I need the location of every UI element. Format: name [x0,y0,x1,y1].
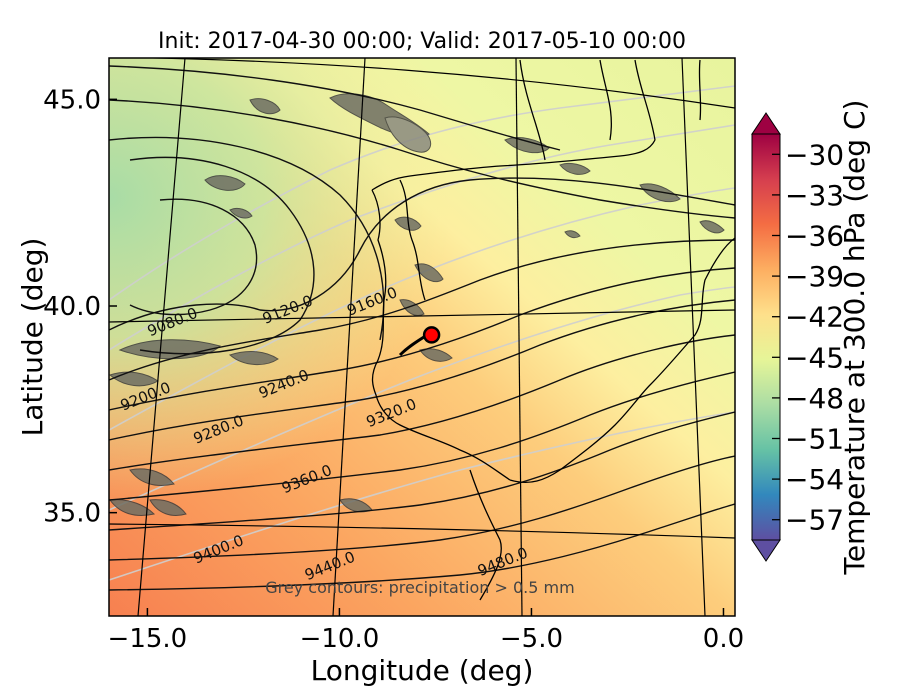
x-tick-label: −10.0 [300,624,380,654]
graticule [109,58,735,616]
precipitation-note: Grey contours: precipitation > 0.5 mm [265,578,574,597]
precipitation-contours [109,93,725,516]
colorbar-tick-label: −57 [785,504,844,537]
colorbar: −30 −33 −36 −39 −42 −45 −48 −51 −54 −57 [751,112,844,562]
colorbar-body [751,133,781,541]
colorbar-tick-label: −39 [785,260,844,293]
height-contours [109,65,735,591]
x-axis: −15.0 −10.0 −5.0 0.0 [108,608,744,654]
y-tick-label: 45.0 [43,85,101,115]
plot-frame [108,57,736,617]
colorbar-tick-label: −48 [785,382,844,415]
y-tick-label: 40.0 [43,292,101,322]
colorbar-label: Temperature at 300.0 hPa (deg C) [838,100,871,576]
x-tick-label: 0.0 [703,624,744,654]
colorbar-tick-label: −54 [785,463,844,496]
x-tick-label: −5.0 [500,624,563,654]
colorbar-tick-label: −42 [785,301,844,334]
colorbar-tick-label: −30 [785,138,844,171]
x-tick-label: −15.0 [108,624,188,654]
colorbar-bottom-extend [751,539,781,562]
colorbar-ticks: −30 −33 −36 −39 −42 −45 −48 −51 −54 −57 [772,138,844,537]
x-axis-label: Longitude (deg) [311,654,534,687]
y-tick-label: 35.0 [43,499,101,529]
location-marker [422,326,441,344]
y-axis: 35.0 40.0 45.0 [43,85,117,529]
coastlines [371,59,735,601]
colorbar-tick-label: −33 [785,179,844,212]
y-axis-label: Latitude (deg) [16,238,49,437]
colorbar-tick-label: −36 [785,220,844,253]
chart-title: Init: 2017-04-30 00:00; Valid: 2017-05-1… [158,29,686,54]
colorbar-top-extend [751,112,781,135]
colorbar-tick-label: −51 [785,423,844,456]
colorbar-tick-label: −45 [785,341,844,374]
